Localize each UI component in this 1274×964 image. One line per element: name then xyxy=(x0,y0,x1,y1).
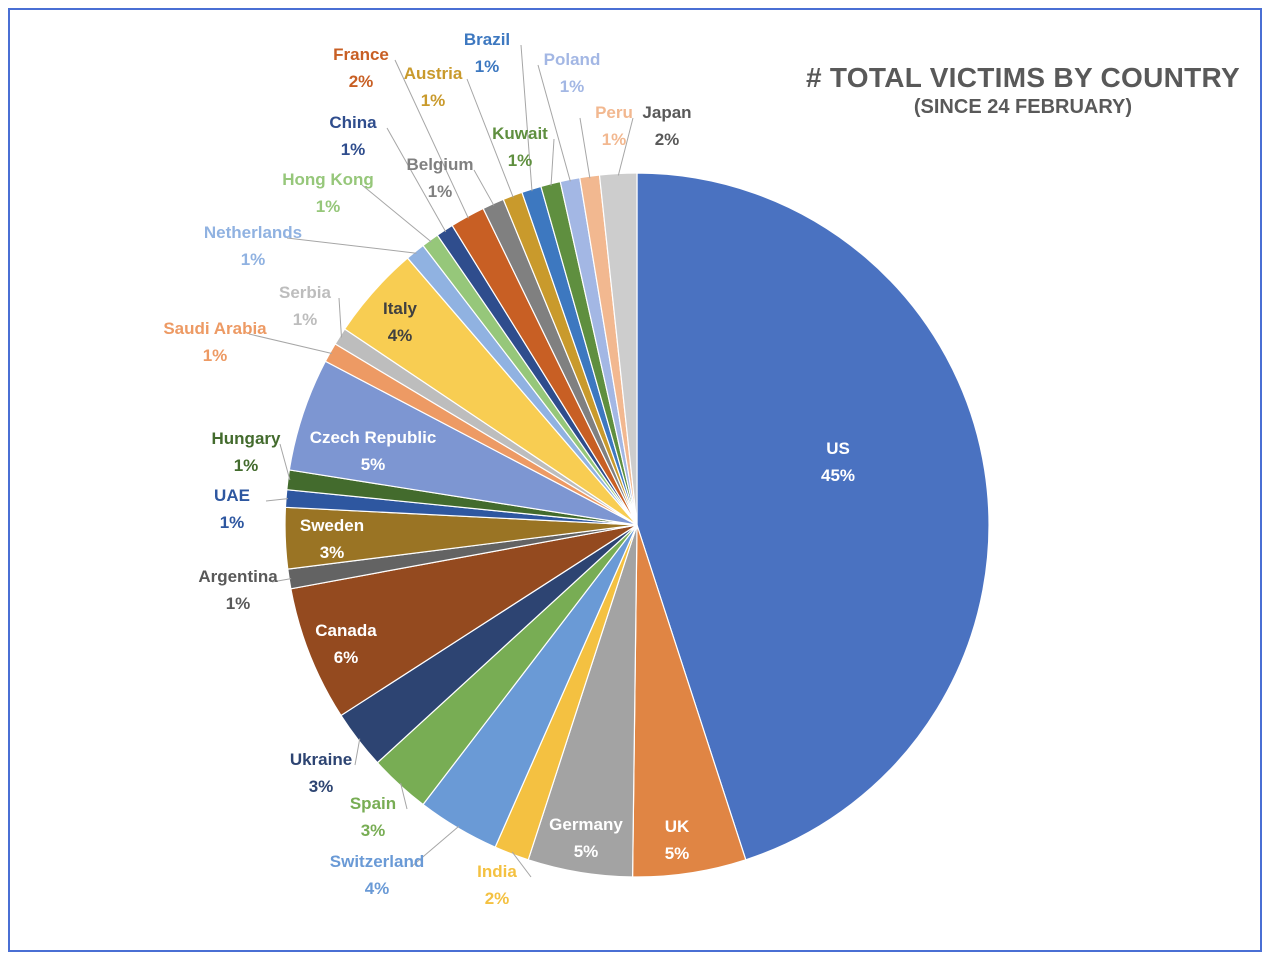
slice-label-italy: Italy xyxy=(383,299,418,318)
leader-line-ukraine xyxy=(354,738,361,766)
slice-label-argentina: Argentina xyxy=(198,567,278,586)
slice-percent-uae: 1% xyxy=(220,513,245,532)
slice-percent-france: 2% xyxy=(349,72,374,91)
slice-label-japan: Japan xyxy=(642,103,691,122)
slice-percent-belgium: 1% xyxy=(428,182,453,201)
slice-percent-uk: 5% xyxy=(665,844,690,863)
slice-label-canada: Canada xyxy=(315,621,377,640)
slice-label-uae: UAE xyxy=(214,486,250,505)
leader-line-argentina xyxy=(271,578,292,583)
slice-percent-switzerland: 4% xyxy=(365,879,390,898)
leader-line-france xyxy=(394,59,469,219)
slice-label-china: China xyxy=(329,113,377,132)
slice-percent-italy: 4% xyxy=(388,326,413,345)
chart-subtitle: (SINCE 24 FEBRUARY) xyxy=(913,96,1133,118)
slice-label-ukraine: Ukraine xyxy=(290,750,352,769)
slice-percent-brazil: 1% xyxy=(475,57,500,76)
leader-line-poland xyxy=(537,64,571,182)
pie-slice-canada xyxy=(290,524,638,717)
leader-line-hong-kong xyxy=(361,184,432,243)
slice-label-germany: Germany xyxy=(549,815,623,834)
slice-label-hong-kong: Hong Kong xyxy=(282,170,374,189)
leader-line-peru xyxy=(579,117,591,179)
slice-label-saudi-arabia: Saudi Arabia xyxy=(163,319,267,338)
leader-line-switzerland xyxy=(410,825,460,868)
leader-line-brazil xyxy=(520,44,533,192)
slice-percent-hungary: 1% xyxy=(234,456,259,475)
leader-line-austria xyxy=(466,78,514,198)
slice-label-brazil: Brazil xyxy=(464,30,510,49)
leader-line-uae xyxy=(265,498,289,502)
leader-line-serbia xyxy=(338,297,342,338)
leader-line-belgium xyxy=(473,169,495,206)
chart-title: # TOTAL VICTIMS BY COUNTRY xyxy=(805,62,1240,93)
pie-slice-japan xyxy=(598,172,638,526)
slice-label-peru: Peru xyxy=(595,103,633,122)
leader-line-spain xyxy=(400,783,408,810)
leader-line-china xyxy=(386,127,447,233)
slice-percent-hong-kong: 1% xyxy=(316,197,341,216)
slice-percent-sweden: 3% xyxy=(320,543,345,562)
leader-line-kuwait xyxy=(550,138,555,186)
slice-label-kuwait: Kuwait xyxy=(492,124,548,143)
chart-title-block: # TOTAL VICTIMS BY COUNTRY (SINCE 24 FEB… xyxy=(806,62,1240,119)
leader-line-india xyxy=(511,851,532,878)
slice-percent-kuwait: 1% xyxy=(508,151,533,170)
leader-line-japan xyxy=(617,117,634,176)
slice-label-us: US xyxy=(826,439,850,458)
slice-label-poland: Poland xyxy=(544,50,601,69)
slice-percent-us: 45% xyxy=(821,466,855,485)
slice-percent-spain: 3% xyxy=(361,821,386,840)
slice-percent-netherlands: 1% xyxy=(241,250,266,269)
slice-label-spain: Spain xyxy=(350,794,396,813)
slice-label-sweden: Sweden xyxy=(300,516,364,535)
slice-percent-poland: 1% xyxy=(560,77,585,96)
slice-percent-india: 2% xyxy=(485,889,510,908)
slice-percent-canada: 6% xyxy=(334,648,359,667)
slice-label-hungary: Hungary xyxy=(212,429,282,448)
slice-label-belgium: Belgium xyxy=(406,155,473,174)
slice-label-france: France xyxy=(333,45,389,64)
slice-label-switzerland: Switzerland xyxy=(330,852,424,871)
slice-label-serbia: Serbia xyxy=(279,283,332,302)
slice-label-uk: UK xyxy=(665,817,690,836)
slice-percent-japan: 2% xyxy=(655,130,680,149)
pie-slice-us xyxy=(636,172,990,861)
slice-percent-peru: 1% xyxy=(602,130,627,149)
slice-percent-serbia: 1% xyxy=(293,310,318,329)
slice-percent-germany: 5% xyxy=(574,842,599,861)
leader-line-hungary xyxy=(279,443,291,481)
slice-label-czech-republic: Czech Republic xyxy=(310,428,437,447)
slice-percent-saudi-arabia: 1% xyxy=(203,346,228,365)
slice-label-austria: Austria xyxy=(404,64,463,83)
leader-line-saudi-arabia xyxy=(248,333,333,354)
slice-percent-austria: 1% xyxy=(421,91,446,110)
leader-line-netherlands xyxy=(286,237,417,254)
slice-label-india: India xyxy=(477,862,517,881)
slice-percent-ukraine: 3% xyxy=(309,777,334,796)
slice-percent-argentina: 1% xyxy=(226,594,251,613)
slice-label-netherlands: Netherlands xyxy=(204,223,302,242)
slice-percent-china: 1% xyxy=(341,140,366,159)
slice-percent-czech-republic: 5% xyxy=(361,455,386,474)
